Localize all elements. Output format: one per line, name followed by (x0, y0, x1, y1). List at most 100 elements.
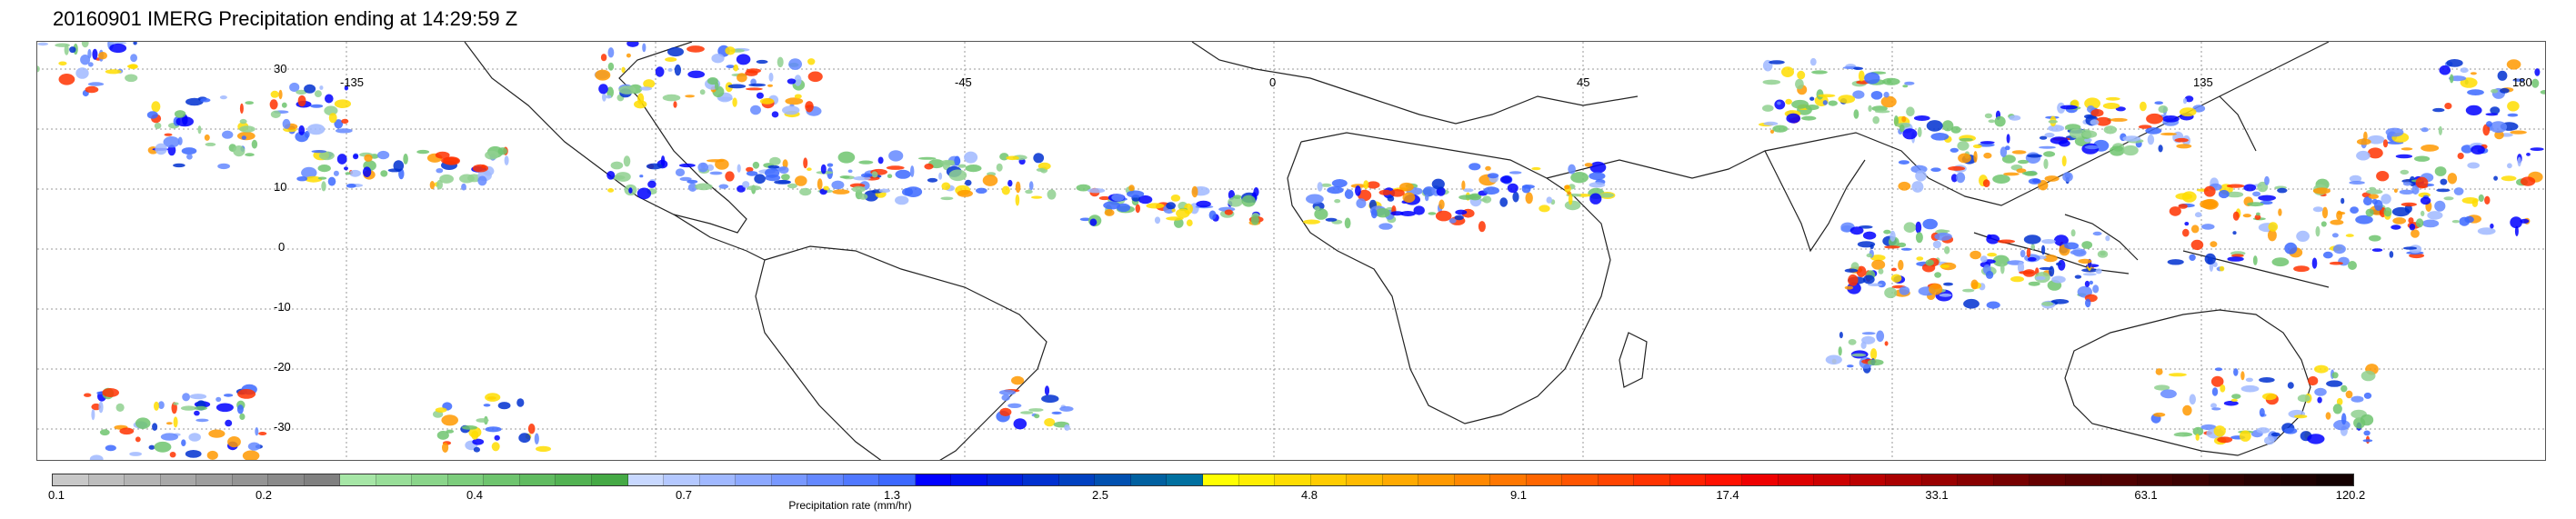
precip-cell (2478, 194, 2484, 203)
precip-cell (1970, 279, 1979, 290)
precip-cell (1915, 232, 1923, 244)
precip-cell (831, 180, 845, 190)
precip-cell (2048, 125, 2065, 132)
precip-cell (2179, 107, 2197, 117)
precip-cell (109, 43, 127, 54)
precip-cell (1899, 286, 1910, 295)
precip-cell (1327, 186, 1344, 195)
precip-cell (1930, 167, 1941, 172)
precip-cell (787, 183, 797, 189)
precip-cell (687, 179, 698, 184)
precip-cell (2308, 375, 2319, 386)
precip-cell (2050, 136, 2069, 145)
precip-cell (2451, 220, 2461, 224)
precip-cell (2190, 225, 2200, 234)
precip-cell (1317, 182, 1323, 192)
precip-cell (725, 46, 736, 55)
colorbar-segment (1706, 474, 1742, 485)
precip-cell (687, 70, 706, 78)
precip-cell (1344, 189, 1354, 200)
precip-cell (436, 430, 449, 440)
precip-cell (807, 71, 823, 83)
precip-cell (1499, 197, 1509, 207)
precip-cell (435, 407, 447, 413)
precip-cell (1769, 60, 1785, 65)
precip-cell (807, 58, 816, 65)
precip-cell (888, 150, 904, 162)
precip-cell (1852, 90, 1865, 99)
precip-cell (1387, 195, 1395, 202)
precip-cell (461, 183, 466, 191)
precip-cell (756, 92, 764, 99)
lat-label: -30 (274, 420, 291, 434)
precip-cell (2392, 217, 2407, 225)
precip-cell (695, 183, 713, 191)
coastlines (464, 42, 2330, 460)
precip-cell (126, 64, 138, 69)
colorbar-segment (2209, 474, 2246, 485)
colorbar-segment (1741, 474, 1779, 485)
precip-cell (296, 176, 308, 182)
precip-cell (87, 48, 92, 59)
precip-cell (237, 389, 256, 399)
precip-cell (1972, 144, 1982, 149)
precip-cell (181, 439, 186, 447)
precip-cell (2258, 195, 2277, 201)
precip-cell (2314, 387, 2327, 396)
precip-cell (1872, 115, 1879, 125)
precip-cell (634, 100, 647, 109)
precip-cell (2092, 231, 2102, 236)
precip-cell (782, 105, 800, 115)
precip-cell (173, 402, 179, 405)
colorbar-segment (268, 474, 305, 485)
precip-cell (769, 156, 781, 165)
precip-cell (1950, 125, 1961, 134)
precip-cell (1355, 185, 1361, 196)
precip-cell (1805, 105, 1819, 111)
precip-cell (2041, 245, 2046, 255)
precip-cell (1986, 301, 2000, 309)
precip-cell (87, 62, 94, 67)
precip-cell (2138, 125, 2152, 129)
colorbar-segment (1310, 474, 1348, 485)
precip-cell (2035, 275, 2046, 281)
precip-cell (2140, 101, 2147, 112)
precip-cell (2345, 234, 2354, 237)
precip-cell (2421, 219, 2440, 228)
precip-cell (2247, 202, 2264, 207)
precip-cell (2190, 239, 2204, 251)
precip-cell (105, 69, 122, 75)
precip-cell (2182, 97, 2188, 105)
precip-cell (2242, 214, 2251, 218)
precip-cell (2540, 90, 2545, 95)
precip-cell (282, 118, 291, 129)
precip-cell (1950, 147, 1959, 153)
precip-cell (1948, 165, 1966, 171)
precip-cell (2200, 424, 2217, 431)
precip-cell (1037, 162, 1051, 170)
precip-cell (2267, 229, 2277, 242)
precip-cell (321, 181, 326, 192)
precip-cell (1399, 211, 1416, 216)
precip-cell (175, 116, 194, 127)
precip-cell (2315, 225, 2320, 237)
precip-cell (472, 164, 488, 173)
precip-cell (1944, 245, 1950, 255)
precip-cell (1922, 218, 1938, 230)
precip-cell (1828, 100, 1838, 106)
precip-cell (2064, 242, 2080, 250)
precip-cell (2182, 404, 2192, 416)
precip-cell (954, 155, 961, 166)
precip-cell (473, 446, 480, 453)
graticule (37, 42, 2545, 460)
precip-cell (2314, 364, 2329, 374)
precip-cell (2167, 259, 2184, 265)
precip-cell (639, 175, 644, 178)
precip-cell (2264, 175, 2270, 185)
precip-cell (2507, 163, 2512, 169)
precip-cell (2270, 432, 2280, 437)
precip-cell (2506, 59, 2521, 70)
precip-cell (2252, 191, 2261, 197)
precip-cell (2320, 221, 2327, 227)
precip-cell (442, 442, 449, 453)
